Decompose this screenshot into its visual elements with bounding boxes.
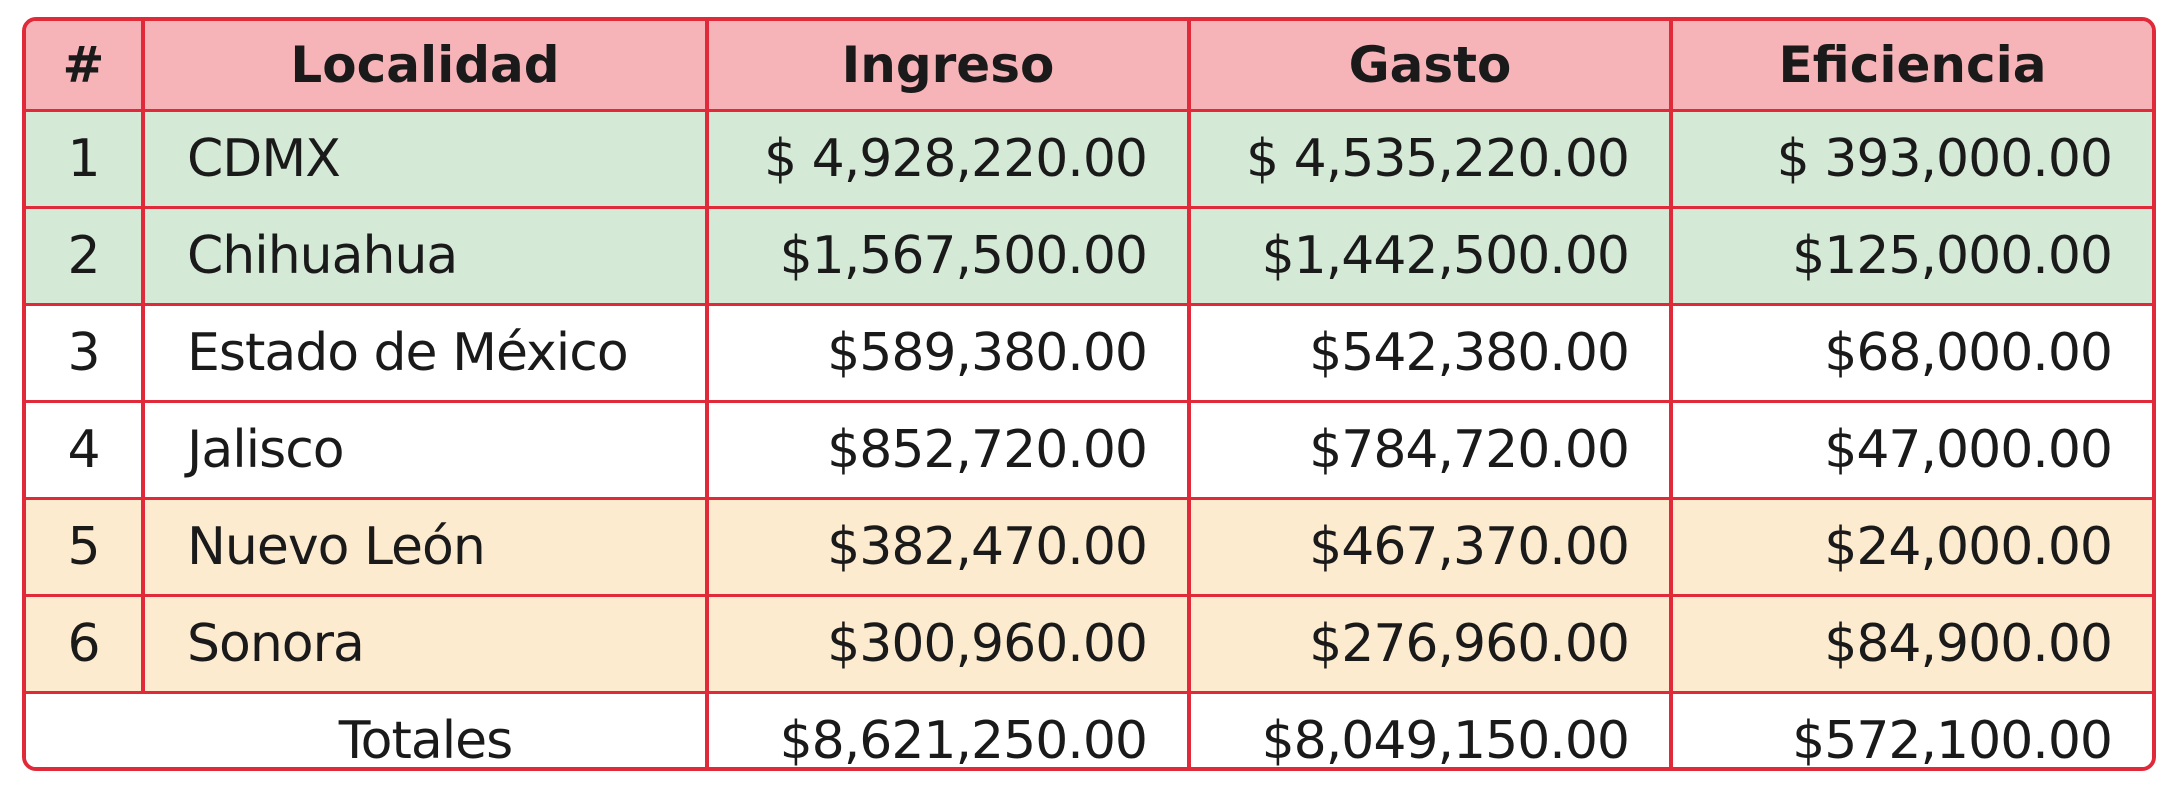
- totals-gasto: $8,049,150.00: [1189, 692, 1673, 767]
- row-eficiencia: $68,000.00: [1671, 304, 2152, 403]
- financial-table-container: # Localidad Ingreso Gasto Eficiencia 1 C…: [22, 17, 2156, 771]
- header-eficiencia: Eficiencia: [1671, 21, 2152, 112]
- row-num: 3: [26, 304, 145, 403]
- row-gasto: $784,720.00: [1189, 401, 1673, 500]
- header-localidad: Localidad: [143, 21, 709, 112]
- row-ingreso: $1,567,500.00: [707, 207, 1191, 306]
- row-ingreso: $852,720.00: [707, 401, 1191, 500]
- row-num: 6: [26, 595, 145, 694]
- row-num: 4: [26, 401, 145, 500]
- totals-eficiencia: $572,100.00: [1671, 692, 2152, 767]
- row-ingreso: $300,960.00: [707, 595, 1191, 694]
- table-row: 4 Jalisco $852,720.00 $784,720.00 $47,00…: [26, 401, 2152, 500]
- row-num: 5: [26, 498, 145, 597]
- row-ingreso: $382,470.00: [707, 498, 1191, 597]
- row-localidad: Chihuahua: [143, 207, 709, 306]
- table-row: 6 Sonora $300,960.00 $276,960.00 $84,900…: [26, 595, 2152, 694]
- table-row: 2 Chihuahua $1,567,500.00 $1,442,500.00 …: [26, 207, 2152, 306]
- row-gasto: $542,380.00: [1189, 304, 1673, 403]
- row-eficiencia: $47,000.00: [1671, 401, 2152, 500]
- row-localidad: Estado de México: [143, 304, 709, 403]
- table-row: 5 Nuevo León $382,470.00 $467,370.00 $24…: [26, 498, 2152, 597]
- row-eficiencia: $24,000.00: [1671, 498, 2152, 597]
- row-localidad: Sonora: [143, 595, 709, 694]
- table-row: 3 Estado de México $589,380.00 $542,380.…: [26, 304, 2152, 403]
- row-eficiencia: $ 393,000.00: [1671, 110, 2152, 209]
- row-num: 1: [26, 110, 145, 209]
- row-gasto: $ 4,535,220.00: [1189, 110, 1673, 209]
- financial-table: # Localidad Ingreso Gasto Eficiencia 1 C…: [26, 21, 2152, 767]
- table-header-row: # Localidad Ingreso Gasto Eficiencia: [26, 21, 2152, 112]
- row-eficiencia: $84,900.00: [1671, 595, 2152, 694]
- row-eficiencia: $125,000.00: [1671, 207, 2152, 306]
- header-num: #: [26, 21, 145, 112]
- row-gasto: $1,442,500.00: [1189, 207, 1673, 306]
- table-row: 1 CDMX $ 4,928,220.00 $ 4,535,220.00 $ 3…: [26, 110, 2152, 209]
- row-localidad: CDMX: [143, 110, 709, 209]
- row-ingreso: $ 4,928,220.00: [707, 110, 1191, 209]
- totals-label: Totales: [26, 692, 709, 767]
- totals-ingreso: $8,621,250.00: [707, 692, 1191, 767]
- row-gasto: $276,960.00: [1189, 595, 1673, 694]
- header-gasto: Gasto: [1189, 21, 1673, 112]
- row-num: 2: [26, 207, 145, 306]
- row-ingreso: $589,380.00: [707, 304, 1191, 403]
- row-localidad: Nuevo León: [143, 498, 709, 597]
- totals-row: Totales $8,621,250.00 $8,049,150.00 $572…: [26, 692, 2152, 767]
- row-gasto: $467,370.00: [1189, 498, 1673, 597]
- row-localidad: Jalisco: [143, 401, 709, 500]
- header-ingreso: Ingreso: [707, 21, 1191, 112]
